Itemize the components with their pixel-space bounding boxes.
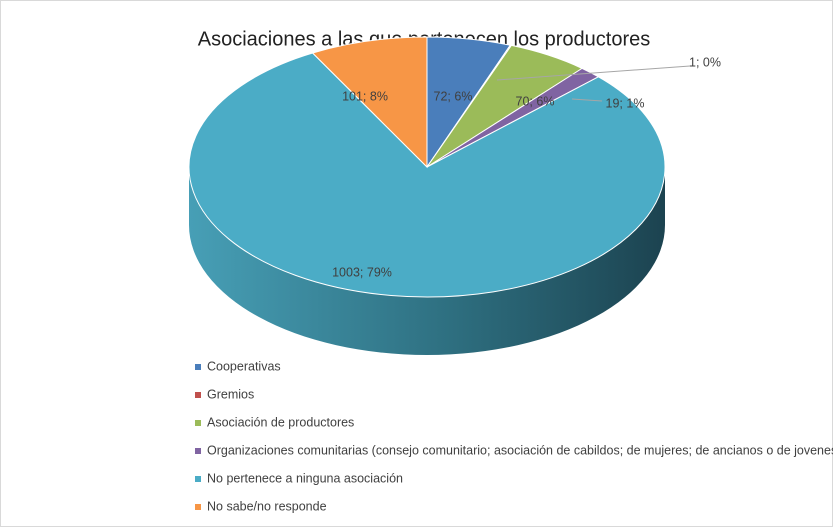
leader-line xyxy=(571,98,603,102)
slice-side xyxy=(189,167,665,355)
pie xyxy=(188,36,666,355)
slice xyxy=(311,36,428,169)
legend-swatch xyxy=(195,504,201,510)
legend-label: Asociación de productores xyxy=(207,415,354,429)
data-label: 19; 1% xyxy=(606,96,645,110)
legend-swatch xyxy=(195,448,201,454)
leader-line xyxy=(496,65,691,81)
slice xyxy=(188,52,666,298)
data-labels: 72; 6% 1; 0% 70; 6% 19; 1% 1003; 79% 101; 8% xyxy=(332,55,721,279)
legend-swatch xyxy=(195,364,201,370)
legend-swatch xyxy=(195,476,201,482)
legend-swatch xyxy=(195,392,201,398)
data-label: 1003; 79% xyxy=(332,265,392,279)
data-label: 101; 8% xyxy=(342,89,388,103)
legend-label: No pertenece a ninguna asociación xyxy=(207,471,403,485)
legend: Cooperativas Gremios Asociación de product… xyxy=(195,359,833,513)
legend-swatch xyxy=(195,420,201,426)
legend-label: Cooperativas xyxy=(207,359,281,373)
data-label: 72; 6% xyxy=(434,89,473,103)
legend-label: No sabe/no responde xyxy=(207,499,327,513)
data-label: 1; 0% xyxy=(689,55,721,69)
data-label: 70; 6% xyxy=(516,94,555,108)
legend-label: Gremios xyxy=(207,387,254,401)
legend-label: Organizaciones comunitarias (consejo com… xyxy=(207,443,833,457)
